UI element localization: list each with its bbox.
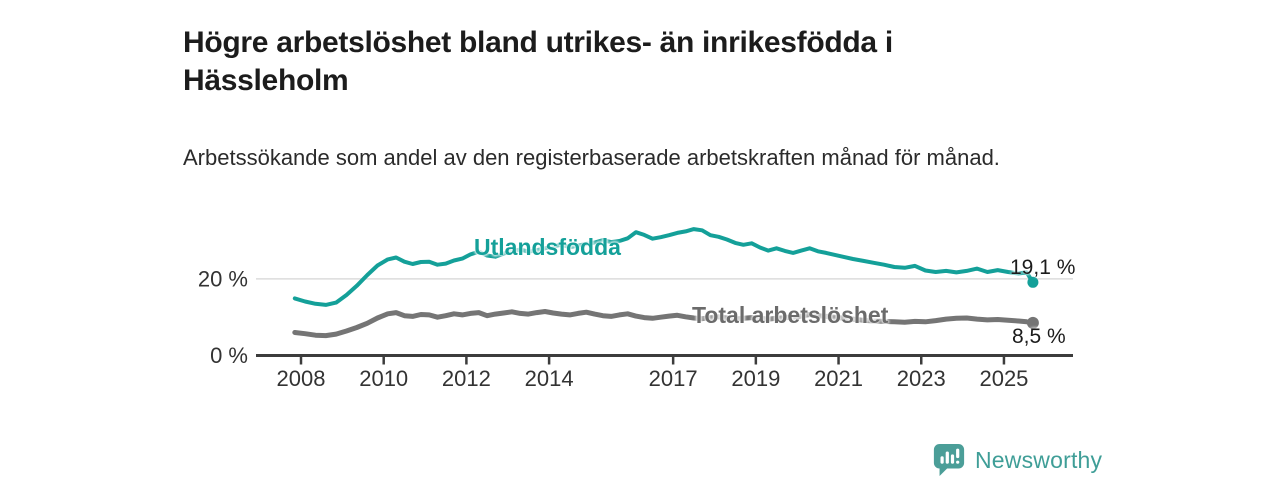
x-tick-label: 2014: [525, 366, 574, 391]
x-tick-label: 2023: [897, 366, 946, 391]
end-dot-utlandsfodda: [1027, 276, 1039, 288]
series-label-utlandsfodda: Utlandsfödda: [474, 234, 621, 260]
end-value-label-total: 8,5 %: [1012, 325, 1066, 348]
x-tick-label: 2025: [979, 366, 1028, 391]
end-value-label-utlandsfodda: 19,1 %: [1010, 256, 1076, 279]
x-tick-label: 2012: [442, 366, 491, 391]
line-total-arbetsloshet: [292, 309, 1036, 339]
end-dot-total: [1026, 316, 1039, 329]
y-tick-label: 0 %: [210, 343, 248, 368]
newsworthy-brand-text: Newsworthy: [975, 446, 1103, 473]
y-tick-label: 20 %: [198, 266, 248, 291]
line-utlandsfodda: [292, 227, 1035, 307]
x-tick-label: 2021: [814, 366, 863, 391]
series-label-total-arbetsloshet: Total arbetslöshet: [692, 302, 889, 328]
x-tick-label: 2008: [277, 366, 326, 391]
x-tick-label: 2010: [359, 366, 408, 391]
page-subtitle: Arbetssökande som andel av den registerb…: [183, 145, 1000, 170]
x-tick-label: 2019: [731, 366, 780, 391]
x-tick-label: 2017: [649, 366, 698, 391]
newsworthy-logo-icon: [933, 443, 965, 477]
newsworthy-brand: Newsworthy: [932, 442, 1102, 478]
page-title: Högre arbetslöshet bland utrikes- än inr…: [183, 26, 893, 98]
